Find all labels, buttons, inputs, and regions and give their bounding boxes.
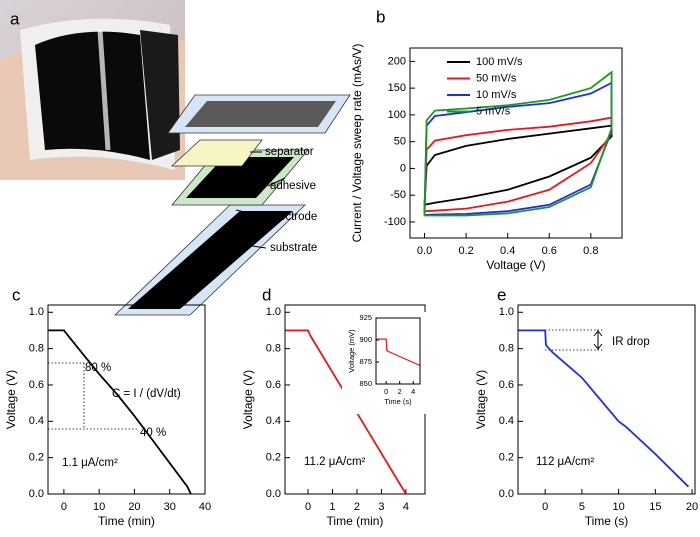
y-tick-label: 850 <box>359 379 372 388</box>
legend-label: 100 mV/s <box>476 56 523 68</box>
data-line <box>423 81 613 216</box>
y-axis-label: Current / Voltage sweep rate (mAs/V) <box>350 44 364 243</box>
layer-label: substrate <box>270 242 317 254</box>
legend-label: 50 mV/s <box>476 72 517 84</box>
y-tick-label: -100 <box>384 216 406 228</box>
y-tick-label: -50 <box>390 189 406 201</box>
y-tick-label: 0.0 <box>499 488 514 500</box>
layer-label: separator <box>265 146 314 158</box>
x-tick-label: 20 <box>128 501 140 513</box>
y-tick-label: 0.4 <box>266 415 281 427</box>
guides <box>48 329 604 430</box>
data-line <box>376 338 421 367</box>
x-tick-label: 0 <box>542 501 548 513</box>
y-tick-label: 0.8 <box>499 343 514 355</box>
y-tick-label: 1.0 <box>29 306 44 318</box>
x-axis-label: Time (s) <box>384 397 412 406</box>
y-tick-label: 0.2 <box>29 452 44 464</box>
annotation: IR drop <box>612 336 650 348</box>
x-tick-label: 0.0 <box>417 245 432 257</box>
x-tick-label: 2 <box>354 501 360 513</box>
y-axis-label: Voltage (mV) <box>347 329 356 373</box>
y-tick-label: 0.2 <box>499 452 514 464</box>
y-tick-label: 900 <box>359 335 372 344</box>
y-tick-label: 0.6 <box>499 379 514 391</box>
legend-label: 5 mV/s <box>476 105 511 117</box>
y-tick-label: 100 <box>388 109 406 121</box>
y-tick-label: 0.0 <box>29 488 44 500</box>
y-axis-label: Voltage (V) <box>4 370 18 429</box>
x-tick-label: 30 <box>164 501 176 513</box>
panel-label: c <box>12 285 21 304</box>
y-tick-label: 0.4 <box>499 415 514 427</box>
x-axis-label: Time (s) <box>585 514 629 528</box>
panel-label: e <box>497 285 506 304</box>
x-tick-label: 10 <box>93 501 105 513</box>
plot-frame <box>409 47 623 239</box>
y-tick-label: 0.8 <box>266 343 281 355</box>
annotation: C = I / (dV/dt) <box>112 388 181 400</box>
data-line <box>518 329 690 488</box>
x-tick-label: 4 <box>403 501 409 513</box>
legend-label: 10 mV/s <box>476 89 517 101</box>
x-tick-label: 40 <box>199 501 211 513</box>
y-tick-label: 0.0 <box>266 488 281 500</box>
x-tick-label: 0.2 <box>458 245 473 257</box>
y-tick-label: 0.4 <box>29 415 44 427</box>
layer-label: adhesive <box>270 180 316 192</box>
plot-frame <box>47 304 206 495</box>
y-tick-label: 200 <box>388 55 406 67</box>
ir-arrow <box>593 330 603 350</box>
x-tick-label: 5 <box>579 501 585 513</box>
data-line <box>423 116 613 213</box>
x-axis-label: Time (min) <box>327 514 384 528</box>
y-tick-label: 1.0 <box>499 306 514 318</box>
annotation: 11.2 μA/cm² <box>304 456 366 468</box>
x-tick-label: 0 <box>305 501 311 513</box>
panel-label: d <box>262 285 271 304</box>
y-tick-label: 875 <box>359 357 372 366</box>
y-tick-label: 1.0 <box>266 306 281 318</box>
y-tick-label: 0.2 <box>266 452 281 464</box>
annotation: 112 μA/cm² <box>536 456 594 468</box>
layer-label: electrode <box>270 211 317 223</box>
y-tick-label: 925 <box>359 313 372 322</box>
plot-frame <box>375 317 421 385</box>
plot-frame <box>517 304 696 495</box>
y-axis-label: Voltage (V) <box>474 370 488 429</box>
x-tick-label: 0.6 <box>542 245 557 257</box>
annotation: 40 % <box>140 427 166 439</box>
y-tick-label: 0.6 <box>266 379 281 391</box>
data-line <box>285 329 407 495</box>
y-tick-label: 0.6 <box>29 379 44 391</box>
annotation: 80 % <box>85 362 111 374</box>
x-tick-label: 0 <box>384 387 388 396</box>
x-tick-label: 0.4 <box>500 245 515 257</box>
data-line <box>48 329 192 495</box>
panel-label: b <box>376 7 385 26</box>
x-tick-label: 0 <box>61 501 67 513</box>
x-tick-label: 1 <box>329 501 335 513</box>
inset-background <box>342 312 426 414</box>
x-tick-label: 15 <box>649 501 661 513</box>
y-tick-label: 150 <box>388 82 406 94</box>
y-tick-label: 50 <box>394 136 406 148</box>
x-tick-label: 0.8 <box>583 245 598 257</box>
photo <box>0 0 185 180</box>
y-axis-label: Voltage (V) <box>241 370 255 429</box>
x-tick-label: 10 <box>612 501 624 513</box>
layer-diagram <box>114 94 351 316</box>
y-tick-label: 0 <box>400 162 406 174</box>
x-tick-label: 2 <box>398 387 402 396</box>
y-tick-label: 0.8 <box>29 343 44 355</box>
x-tick-label: 4 <box>411 387 415 396</box>
x-tick-label: 3 <box>378 501 384 513</box>
x-axis-label: Time (min) <box>98 514 155 528</box>
x-axis-label: Voltage (V) <box>486 258 545 272</box>
data-line <box>423 70 613 217</box>
x-tick-label: 20 <box>686 501 698 513</box>
panel-label: a <box>10 9 20 28</box>
annotation: 1.1 μA/cm² <box>62 457 118 469</box>
